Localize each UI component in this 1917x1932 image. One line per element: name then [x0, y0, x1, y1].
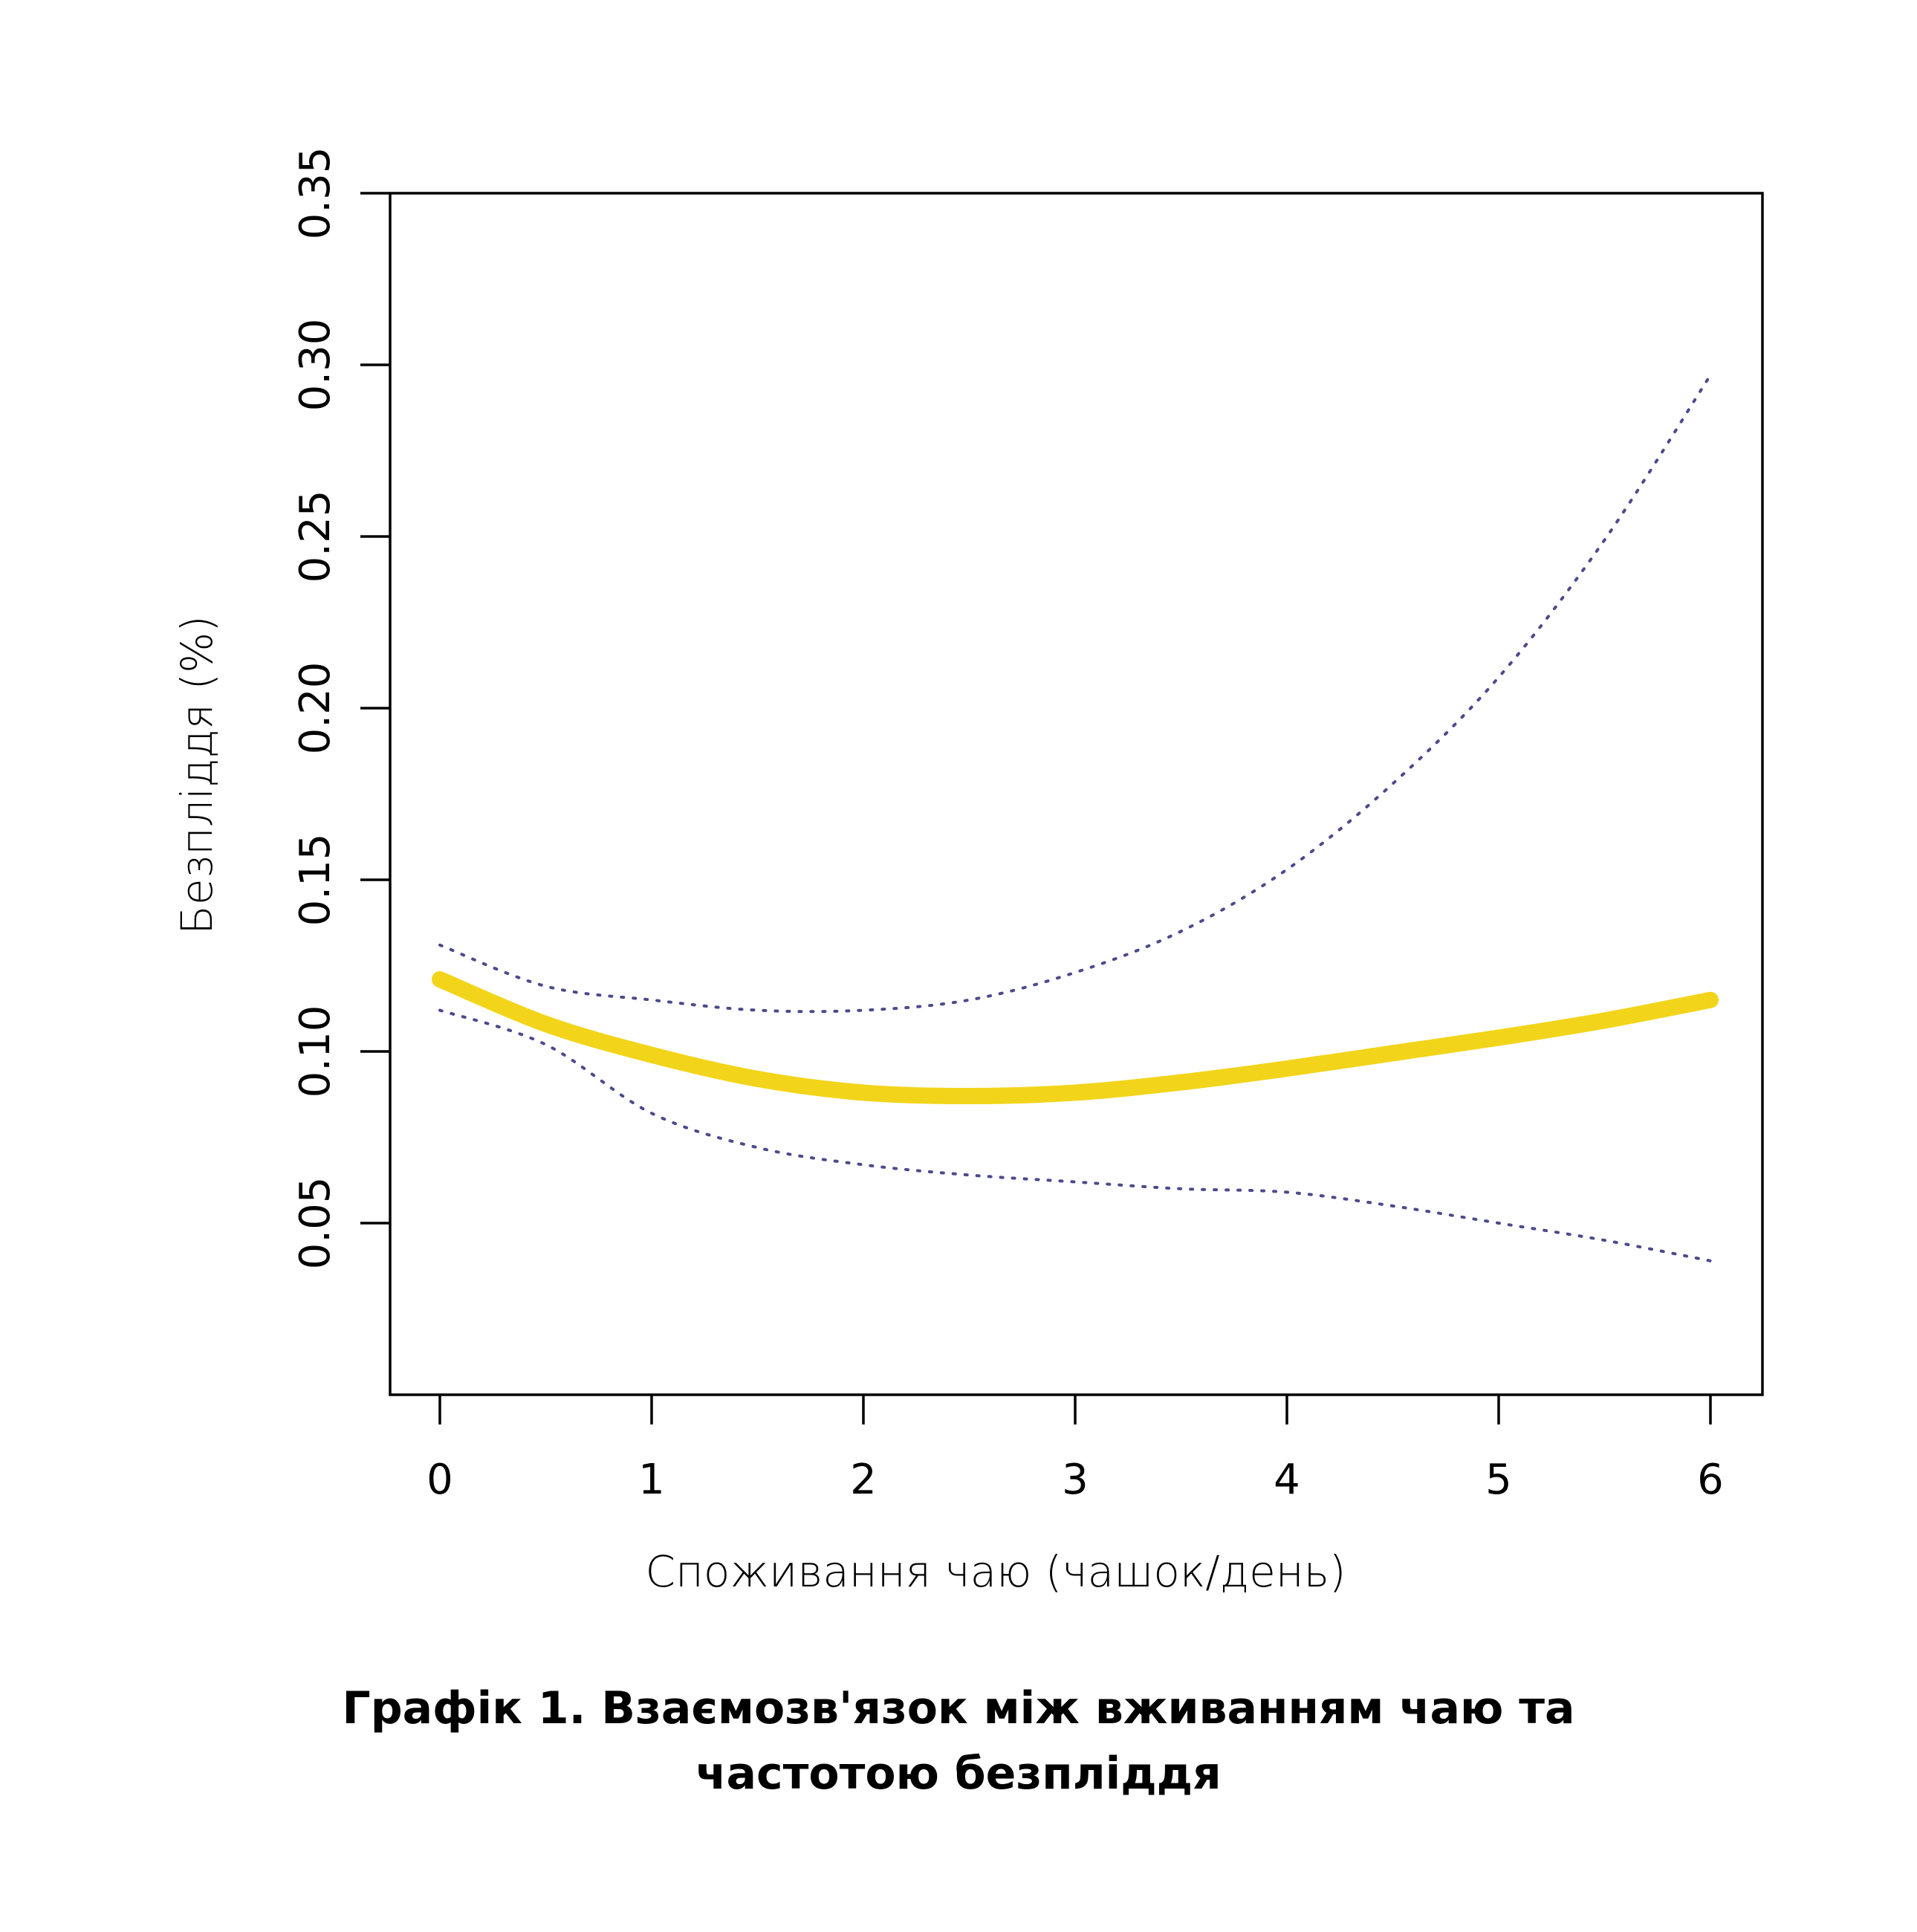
y-tick-label: 0.20 — [291, 662, 340, 755]
x-tick-label: 2 — [850, 1456, 877, 1504]
x-tick-label: 4 — [1274, 1456, 1300, 1504]
y-tick-label: 0.25 — [291, 490, 340, 583]
x-tick-label: 0 — [426, 1456, 453, 1504]
series-line-upper-ci — [438, 373, 1712, 1014]
series-layer — [432, 373, 1719, 1262]
y-axis: 0.05 0.10 0.15 0.20 0.25 0.30 0.35 — [291, 147, 390, 1270]
plot-frame — [389, 192, 1764, 1396]
chart-caption: Графік 1. Взаємозв'язок між вживанням ча… — [0, 1676, 1917, 1806]
y-tick-label: 0.10 — [291, 1005, 340, 1098]
y-tick-label: 0.35 — [291, 147, 340, 240]
x-tick-label: 6 — [1697, 1456, 1724, 1504]
x-tick-label: 5 — [1485, 1456, 1512, 1504]
caption-line-1: Графік 1. Взаємозв'язок між вживанням ча… — [342, 1682, 1575, 1734]
x-axis-title: Споживання чаю (чашок/день) — [645, 1546, 1346, 1597]
series-line-lower-ci — [438, 1008, 1712, 1262]
y-axis-title: Безпліддя (%) — [172, 615, 222, 935]
chart: 0.05 0.10 0.15 0.20 0.25 0.30 0.35 0 1 2 3 4 5 6 Спо… — [172, 147, 1764, 1597]
caption-line-2: частотою безпліддя — [695, 1748, 1222, 1800]
x-tick-label: 1 — [638, 1456, 665, 1504]
y-tick-label: 0.30 — [291, 319, 340, 412]
x-tick-label: 3 — [1062, 1456, 1089, 1504]
y-tick-label: 0.05 — [291, 1177, 340, 1270]
y-tick-label: 0.15 — [291, 834, 340, 927]
x-axis: 0 1 2 3 4 5 6 — [426, 1395, 1724, 1504]
series-line-estimate — [432, 970, 1719, 1105]
